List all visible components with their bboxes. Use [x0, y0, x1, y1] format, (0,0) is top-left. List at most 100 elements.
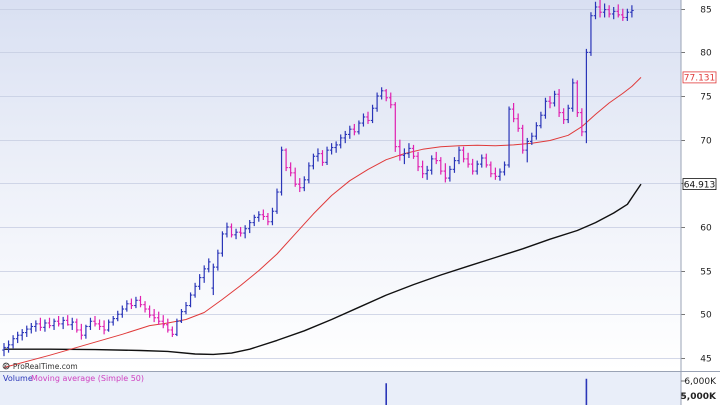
- ohlc-bar: [388, 92, 393, 109]
- ohlc-bar: [229, 223, 234, 238]
- ohlc-bar: [589, 12, 593, 56]
- copyright-notice: © ProRealTime.com: [2, 362, 78, 371]
- y-tick-label: 70: [700, 137, 712, 147]
- ohlc-bar: [252, 214, 257, 227]
- ohlc-bar: [34, 320, 38, 332]
- ohlc-bar: [557, 89, 561, 117]
- ohlc-bar: [434, 151, 439, 165]
- ohlc-bar: [493, 167, 498, 180]
- ohlc-bar: [43, 319, 47, 332]
- ohlc-bar: [257, 211, 261, 222]
- ohlc-bar: [534, 122, 539, 140]
- ohlc-bar: [520, 124, 525, 154]
- last-price-tag-value: 64.913: [684, 180, 716, 190]
- ohlc-bar: [6, 340, 11, 353]
- ohlc-bar: [552, 90, 557, 107]
- ohlc-bar: [443, 163, 448, 183]
- ohlc-bar: [175, 318, 179, 337]
- ohlc-bar: [106, 319, 111, 332]
- y-tick-label: 60: [700, 224, 712, 234]
- ma-short-tag-value: 77.131: [684, 74, 716, 84]
- ohlc-bar: [15, 331, 20, 344]
- ohlc-bar: [575, 80, 580, 117]
- ohlc-bar: [261, 209, 266, 220]
- ohlc-bar: [525, 137, 530, 163]
- ohlc-bars: [2, 0, 634, 357]
- ohlc-bar: [402, 148, 407, 165]
- ohlc-bar: [29, 322, 34, 334]
- ohlc-bar: [611, 6, 616, 20]
- ohlc-bar: [65, 315, 70, 326]
- ohlc-bar: [302, 176, 307, 192]
- ohlc-bar: [293, 167, 297, 187]
- ohlc-bar: [56, 316, 61, 327]
- ohlc-bar: [548, 96, 552, 109]
- ohlc-bar: [134, 296, 138, 309]
- ohlc-bar: [566, 104, 570, 124]
- ohlc-bar: [152, 309, 156, 323]
- ohlc-bar: [398, 139, 402, 161]
- ohlc-bar: [320, 150, 325, 166]
- ohlc-bar: [484, 153, 489, 168]
- ohlc-bar: [97, 319, 102, 330]
- volume-tick-6000k: 6,000K: [684, 377, 717, 387]
- ohlc-bar: [102, 320, 106, 335]
- ohlc-bar: [93, 316, 97, 327]
- volume-tick-5000k: 5,000K: [681, 392, 717, 402]
- ohlc-bar: [630, 5, 634, 18]
- ohlc-bar: [115, 310, 120, 322]
- ohlc-bar: [193, 282, 197, 298]
- ohlc-bar: [70, 317, 75, 330]
- ohlc-bar: [530, 132, 534, 145]
- plot-background: [0, 0, 681, 371]
- ma-long-series: [4, 183, 642, 356]
- ohlc-bar: [357, 120, 361, 135]
- ohlc-bar: [448, 165, 452, 182]
- y-tick-label: 55: [700, 268, 711, 278]
- ohlc-bar: [352, 123, 357, 136]
- ohlc-bar: [147, 305, 152, 318]
- ohlc-bar: [348, 125, 352, 139]
- ohlc-bar: [602, 3, 607, 18]
- ohlc-bar: [457, 146, 461, 165]
- ohlc-bar: [361, 113, 366, 127]
- ohlc-bar: [498, 168, 502, 181]
- ohlc-bar: [138, 295, 143, 308]
- ohlc-bar: [125, 300, 129, 312]
- ohlc-bar: [570, 78, 575, 112]
- ohlc-bar: [84, 324, 88, 339]
- ohlc-bar: [111, 316, 115, 326]
- ohlc-bar: [156, 311, 161, 325]
- ohlc-bar: [225, 222, 229, 238]
- volume-bars: [385, 378, 588, 405]
- ohlc-bar: [439, 157, 443, 175]
- ohlc-bar: [220, 231, 225, 257]
- ohlc-bar: [120, 305, 125, 318]
- ohlc-bar: [543, 97, 548, 119]
- ohlc-bar: [20, 329, 24, 341]
- ohlc-bar: [311, 153, 316, 170]
- volume-panel: Volume Moving average (Simple 50) 6,000K…: [3, 374, 717, 405]
- ohlc-bar: [393, 102, 398, 152]
- ohlc-bar: [461, 146, 466, 163]
- ohlc-bar: [279, 146, 284, 196]
- ohlc-bar: [88, 317, 93, 330]
- ohlc-bar: [511, 103, 516, 123]
- last-price-tag: 64.913: [682, 178, 717, 191]
- volume-axis-background: [681, 372, 720, 405]
- ohlc-bar: [79, 323, 84, 340]
- ohlc-bar: [170, 326, 175, 337]
- ohlc-bar: [375, 92, 379, 112]
- ohlc-bar: [179, 309, 184, 323]
- ohlc-bar: [616, 4, 621, 18]
- ma-short-tag: 77.131: [682, 71, 717, 84]
- ohlc-bar: [625, 8, 630, 21]
- ohlc-bar: [129, 298, 134, 310]
- volume-ma-label: Moving average (Simple 50): [31, 374, 144, 383]
- ohlc-bar: [607, 5, 611, 18]
- ohlc-bar: [329, 143, 334, 155]
- ohlc-bar: [470, 158, 475, 175]
- last-price-tag-box: [682, 178, 717, 191]
- ohlc-bar: [621, 8, 625, 21]
